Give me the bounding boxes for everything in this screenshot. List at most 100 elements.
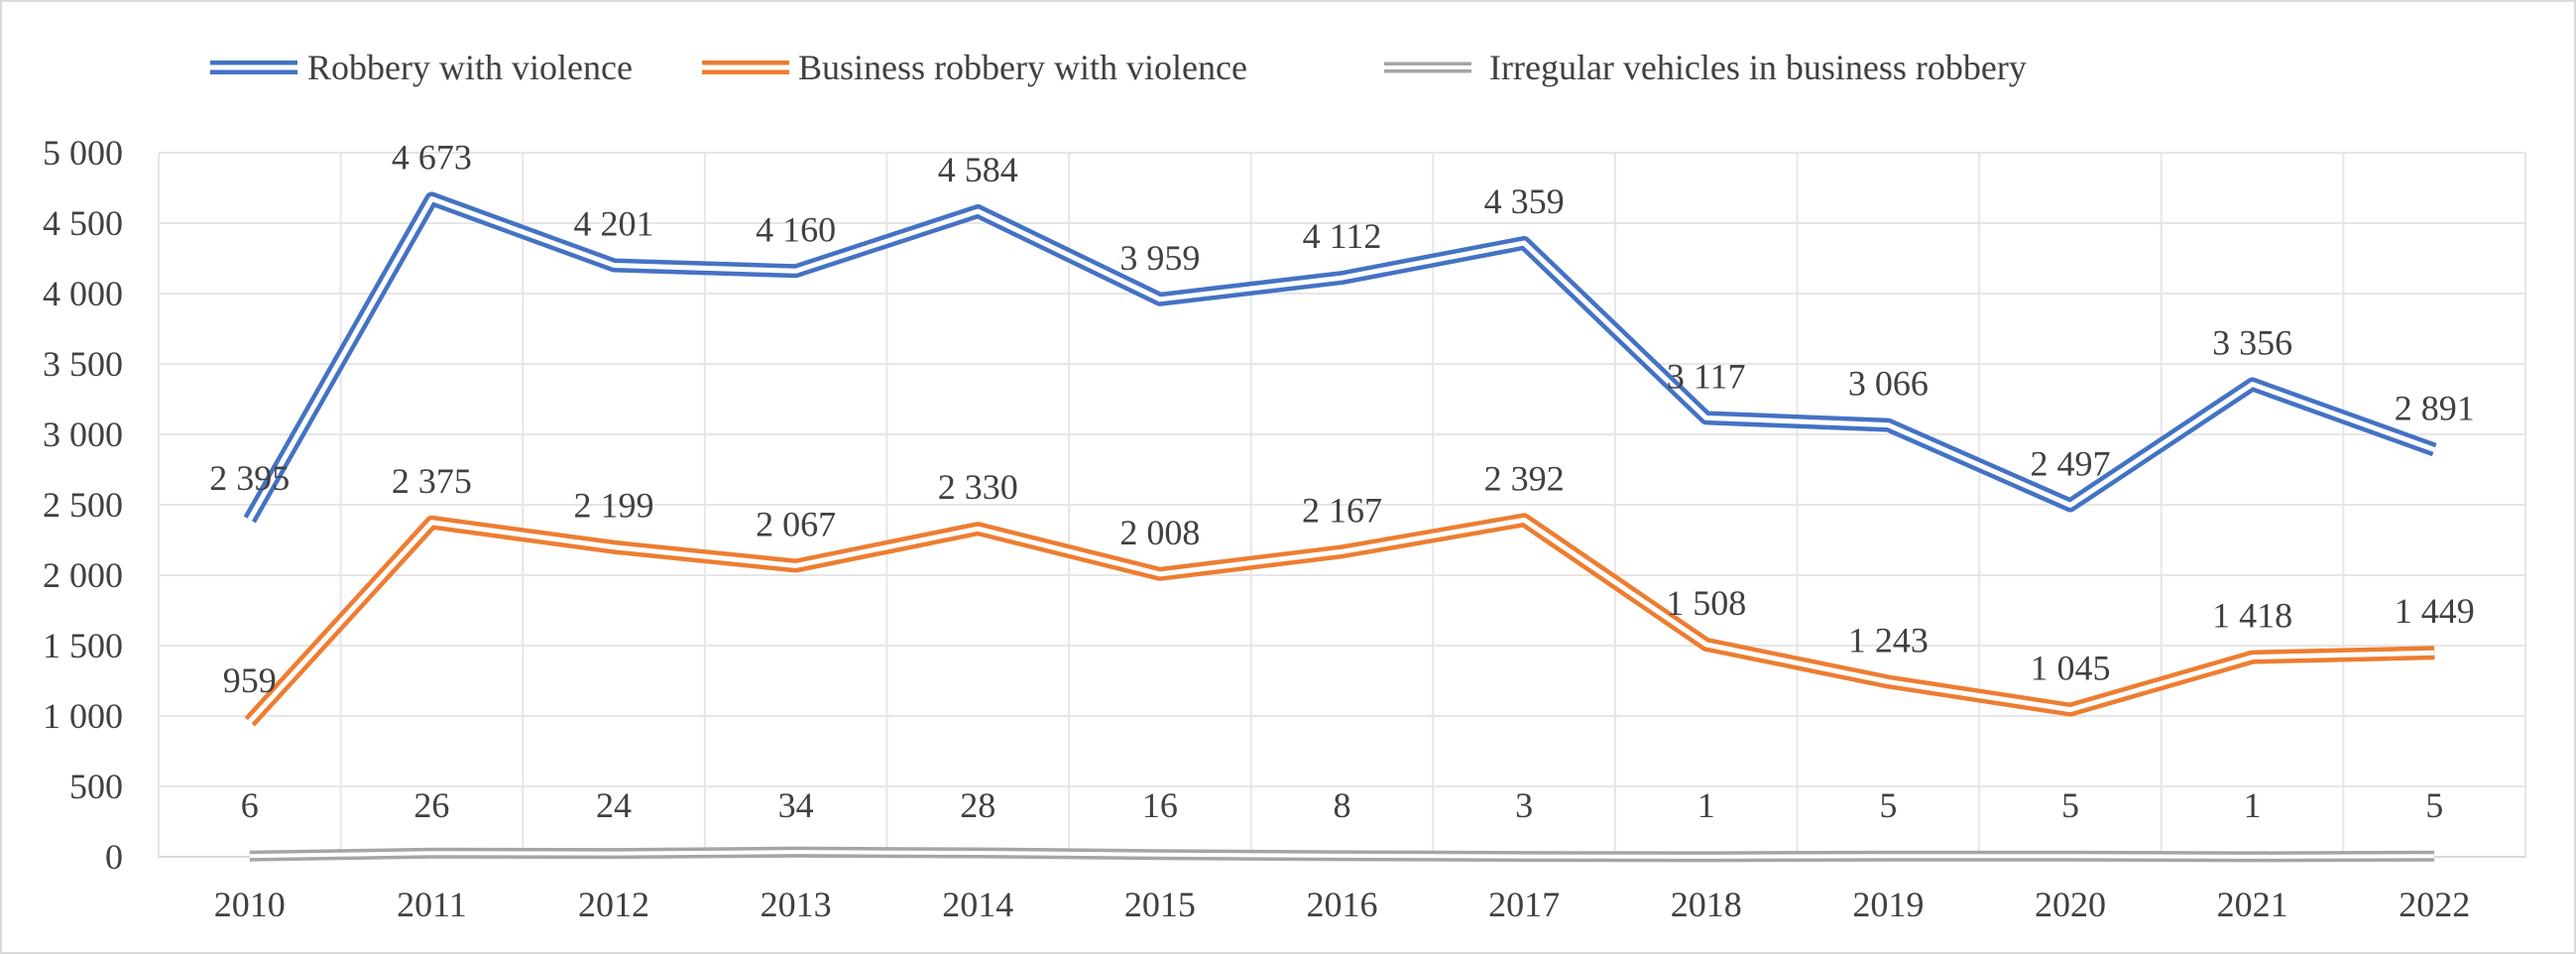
y-tick-label: 3 500 xyxy=(43,344,123,384)
data-point xyxy=(1887,680,1889,682)
data-point xyxy=(249,519,251,521)
data-label: 2 330 xyxy=(938,467,1018,507)
data-label: 2 395 xyxy=(209,458,290,498)
data-label: 1 045 xyxy=(2030,649,2110,688)
data-point xyxy=(977,528,979,530)
data-point xyxy=(1342,855,1344,857)
data-label: 1 xyxy=(2244,785,2262,825)
data-label: 1 xyxy=(1698,785,1715,825)
data-label: 4 584 xyxy=(938,150,1018,189)
data-point xyxy=(1705,417,1707,418)
data-point xyxy=(2433,652,2435,654)
x-tick-label: 2016 xyxy=(1307,885,1378,924)
data-point xyxy=(2252,856,2254,858)
data-label: 3 117 xyxy=(1667,356,1746,396)
y-tick-label: 1 500 xyxy=(43,626,123,665)
data-label: 2 067 xyxy=(756,504,836,543)
data-label: 6 xyxy=(241,785,259,825)
x-tick-label: 2010 xyxy=(214,885,286,924)
data-point xyxy=(2433,855,2435,857)
data-point xyxy=(2433,448,2435,450)
data-label: 28 xyxy=(960,785,995,825)
data-label: 2 167 xyxy=(1302,490,1382,530)
y-tick-label: 0 xyxy=(105,837,123,877)
legend-item: Robbery with violence xyxy=(210,48,633,87)
data-label: 4 201 xyxy=(574,203,654,243)
legend-label: Robbery with violence xyxy=(307,48,633,87)
data-label: 34 xyxy=(778,785,814,825)
data-point xyxy=(977,852,979,854)
data-point xyxy=(613,264,615,266)
series-1 xyxy=(243,191,2437,524)
data-label: 3 xyxy=(1515,785,1533,825)
y-tick-label: 5 000 xyxy=(43,133,123,173)
data-point xyxy=(2252,657,2254,658)
x-tick-label: 2019 xyxy=(1852,885,1924,924)
x-tick-label: 2014 xyxy=(942,885,1013,924)
data-point xyxy=(2069,504,2071,506)
x-tick-label: 2022 xyxy=(2399,885,2470,924)
data-label: 1 449 xyxy=(2395,591,2475,631)
data-point xyxy=(613,853,615,855)
y-tick-label: 4 500 xyxy=(43,203,123,243)
legend-item: Irregular vehicles in business robbery xyxy=(1384,48,2027,87)
data-label: 1 508 xyxy=(1666,583,1746,623)
x-tick-label: 2017 xyxy=(1488,885,1560,924)
data-point xyxy=(2069,855,2071,857)
data-label: 2 392 xyxy=(1484,458,1565,498)
data-label: 959 xyxy=(223,660,277,700)
data-label: 3 066 xyxy=(1848,364,1929,404)
data-label: 5 xyxy=(1879,785,1897,825)
legend-item: Business robbery with violence xyxy=(702,48,1247,87)
data-label: 2 375 xyxy=(392,461,472,501)
data-point xyxy=(1159,854,1161,856)
series-line-inner xyxy=(247,517,2435,724)
data-point xyxy=(2252,383,2254,385)
data-point xyxy=(795,851,797,853)
data-label: 5 xyxy=(2061,785,2079,825)
series-line-inner xyxy=(247,195,2436,522)
y-tick-label: 2 500 xyxy=(43,485,123,525)
series-3 xyxy=(249,846,2435,863)
y-tick-label: 4 000 xyxy=(43,274,123,313)
data-point xyxy=(1159,299,1161,300)
data-label: 4 112 xyxy=(1303,216,1382,256)
data-label: 2 199 xyxy=(574,486,654,526)
data-point xyxy=(430,197,432,199)
data-label: 1 418 xyxy=(2212,596,2292,636)
data-label: 4 673 xyxy=(392,137,472,177)
data-point xyxy=(1705,644,1707,646)
data-point xyxy=(795,270,797,272)
data-label: 8 xyxy=(1334,785,1351,825)
x-tick-label: 2011 xyxy=(397,885,467,924)
data-label: 4 160 xyxy=(756,209,836,249)
x-tick-label: 2020 xyxy=(2035,885,2106,924)
y-tick-label: 2 000 xyxy=(43,555,123,595)
data-point xyxy=(1887,424,1889,426)
data-point xyxy=(1887,855,1889,857)
data-point xyxy=(613,546,615,548)
x-tick-label: 2012 xyxy=(578,885,649,924)
data-label: 2 891 xyxy=(2395,388,2475,427)
legend-label: Irregular vehicles in business robbery xyxy=(1489,48,2027,87)
data-point xyxy=(430,522,432,524)
gridlines xyxy=(158,152,2526,858)
data-point xyxy=(795,564,797,566)
data-point xyxy=(1523,856,1525,858)
data-point xyxy=(977,210,979,212)
data-label: 3 959 xyxy=(1119,238,1200,278)
data-label: 26 xyxy=(413,785,449,825)
y-tick-label: 500 xyxy=(69,767,123,806)
data-point xyxy=(249,721,251,723)
series-line-inner xyxy=(249,850,2435,859)
data-point xyxy=(1159,573,1161,575)
data-label: 16 xyxy=(1142,785,1178,825)
x-tick-label: 2015 xyxy=(1124,885,1196,924)
data-point xyxy=(2069,709,2071,711)
y-tick-label: 1 000 xyxy=(43,696,123,736)
data-label: 2 008 xyxy=(1119,513,1200,552)
data-point xyxy=(1342,550,1344,552)
x-tick-label: 2018 xyxy=(1671,885,1742,924)
